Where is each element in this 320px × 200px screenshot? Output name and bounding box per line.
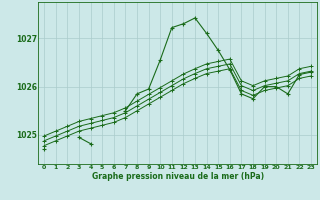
X-axis label: Graphe pression niveau de la mer (hPa): Graphe pression niveau de la mer (hPa) [92, 172, 264, 181]
